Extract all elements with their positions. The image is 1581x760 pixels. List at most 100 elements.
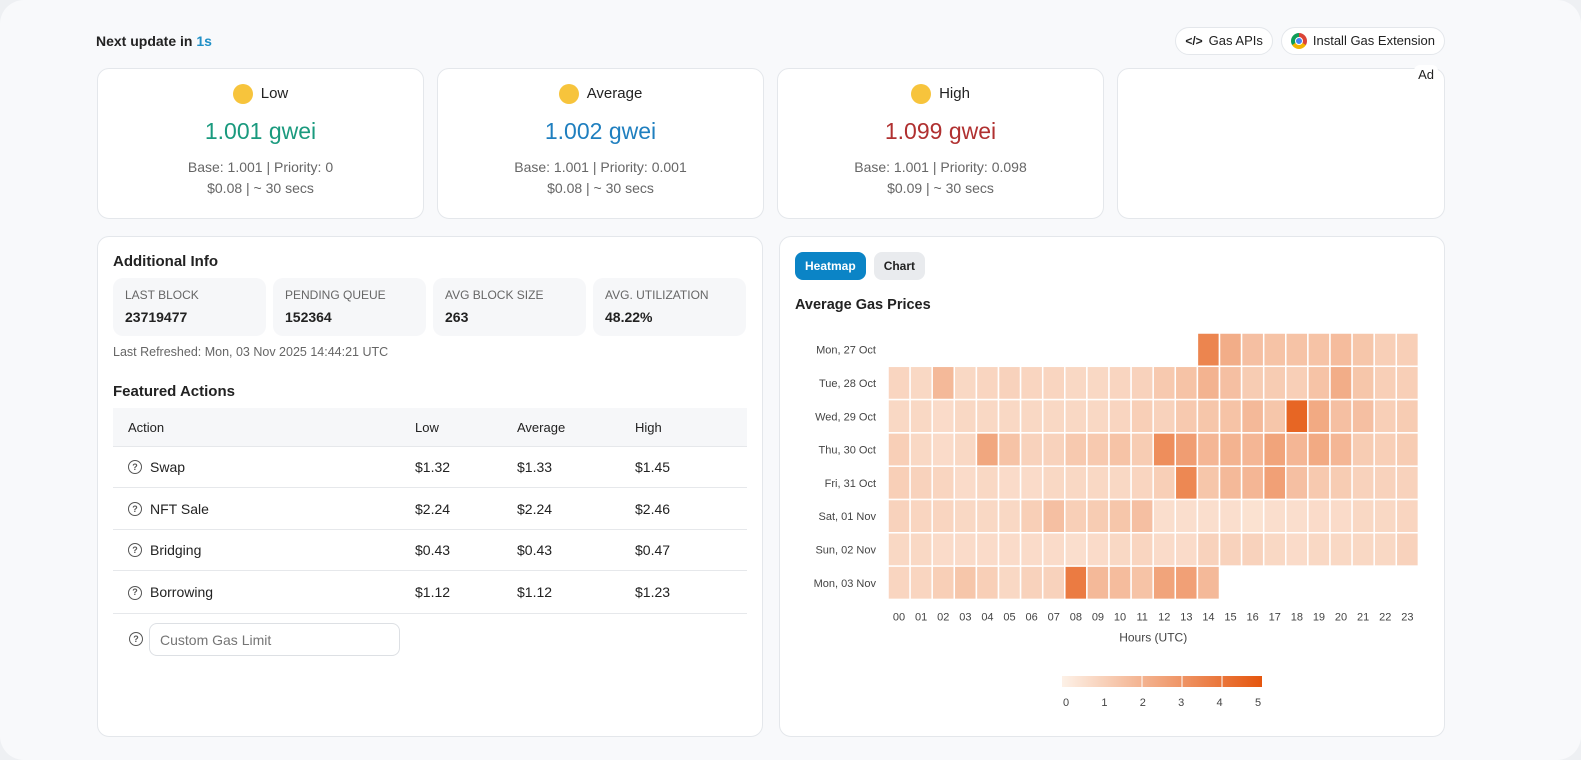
help-icon[interactable]: ? (128, 460, 142, 474)
heatmap-chart: Mon, 27 Oct Tue, 28 Oct Wed, 29 Oct Thu, 30… (814, 332, 1420, 709)
heatmap-cell (953, 465, 978, 501)
stat-label: AVG. UTILIZATION (605, 288, 709, 302)
heatmap-cell (1285, 365, 1309, 401)
chrome-icon (1290, 33, 1307, 49)
heatmap-cell (887, 365, 911, 401)
heatmap-cell (1108, 532, 1132, 567)
table-row[interactable]: ? Bridging $0.43 $0.43 $0.47 (113, 530, 747, 571)
heatmap-cell (1373, 465, 1398, 501)
heatmap-cell (997, 432, 1022, 467)
stat-card: AVG BLOCK SIZE 263 (433, 278, 586, 336)
table-row[interactable]: ? Borrowing $1.12 $1.12 $1.23 (113, 572, 747, 614)
next-update-label: Next update in (96, 33, 193, 49)
help-icon[interactable]: ? (129, 632, 143, 646)
tab-heatmap[interactable]: Heatmap (795, 252, 866, 280)
legend-color-bar (1062, 676, 1262, 687)
heatmap-cell (1240, 532, 1265, 567)
x-tick-label: 05 (1003, 611, 1015, 623)
heatmap-cell (1174, 532, 1199, 567)
heatmap-cell (1218, 432, 1243, 467)
gas-card-low: Low 1.001 gwei Base: 1.001 | Priority: 0… (97, 68, 424, 219)
x-tick-label: 17 (1269, 611, 1281, 623)
x-tick-label: 09 (1092, 611, 1104, 623)
action-name: Borrowing (150, 584, 214, 600)
heatmap-cell (1019, 532, 1044, 567)
install-extension-label: Install Gas Extension (1312, 33, 1435, 48)
x-axis-label: Hours (UTC) (1119, 630, 1187, 644)
high-cost: $2.46 (635, 500, 671, 517)
heatmap-cell (931, 532, 956, 567)
heatmap-cell (1086, 498, 1110, 534)
high-cost: $1.23 (635, 584, 671, 600)
heatmap-cell (887, 465, 911, 501)
heatmap-cell (909, 565, 933, 601)
gas-card-title: Average (586, 85, 643, 102)
legend-tick-label: 3 (1178, 697, 1184, 709)
heatmap-cell (1240, 398, 1265, 434)
heatmap-cell (1108, 498, 1132, 534)
y-tick-label: Sat, 01 Nov (819, 511, 877, 523)
y-tick-label: Fri, 31 Oct (825, 478, 876, 490)
slightly-smiling-face-icon (911, 84, 932, 104)
table-header: Action Low Average High (113, 408, 747, 447)
average-cost: $0.43 (517, 541, 553, 558)
heatmap-cell (1307, 398, 1331, 434)
heatmap-cell (1373, 398, 1398, 434)
help-icon[interactable]: ? (128, 543, 142, 557)
heatmap-cell (1307, 432, 1331, 467)
action-name: Bridging (150, 541, 202, 558)
table-row[interactable]: ? NFT Sale $2.24 $2.24 $2.46 (113, 489, 747, 530)
gas-price: 1.002 gwei (544, 118, 657, 144)
heatmap-cell (953, 565, 978, 601)
heatmap-cell (931, 465, 956, 501)
heatmap-cell (997, 565, 1022, 601)
stat-label: PENDING QUEUE (285, 288, 386, 302)
col-action: Action (128, 419, 165, 435)
heatmap-cell (1329, 398, 1353, 434)
col-low: Low (415, 419, 439, 435)
heatmap-cell (1019, 432, 1044, 467)
heatmap-cell (953, 398, 978, 434)
gas-cost: $0.09 | ~ 30 secs (887, 180, 994, 196)
heatmap-cell (1152, 365, 1177, 401)
install-extension-button[interactable]: Install Gas Extension (1280, 27, 1445, 55)
col-high: High (635, 419, 662, 435)
heatmap-cell (1373, 432, 1398, 467)
legend-tick-label: 1 (1101, 697, 1107, 709)
heatmap-cell (1262, 498, 1287, 534)
custom-gas-limit-input[interactable] (149, 623, 400, 656)
stat-card: PENDING QUEUE 152364 (273, 278, 426, 336)
heatmap-cell (1395, 498, 1420, 534)
heatmap-cell (1240, 332, 1265, 368)
gas-apis-button[interactable]: </> Gas APIs (1175, 27, 1273, 55)
heatmap-cell (1152, 532, 1177, 567)
x-tick-label: 22 (1379, 611, 1391, 623)
help-icon[interactable]: ? (128, 502, 142, 516)
tab-chart[interactable]: Chart (873, 252, 926, 280)
high-cost: $1.45 (635, 458, 671, 475)
heatmap-cell (1285, 498, 1309, 534)
ad-card[interactable]: Ad (1117, 65, 1445, 219)
x-tick-label: 19 (1313, 611, 1325, 623)
heatmap-cell (909, 365, 933, 401)
additional-info-title: Additional Info (113, 253, 218, 270)
heatmap-cell (1196, 498, 1221, 534)
x-tick-label: 02 (937, 611, 949, 623)
stat-label: AVG BLOCK SIZE (445, 288, 544, 302)
help-icon[interactable]: ? (128, 585, 142, 600)
next-update-value: 1s (196, 33, 212, 49)
heatmap-cell (1019, 398, 1044, 434)
stat-value: 152364 (285, 309, 332, 325)
heatmap-cell (1262, 432, 1287, 467)
heatmap-cell (887, 398, 911, 434)
x-tick-label: 04 (981, 611, 993, 623)
average-cost: $2.24 (517, 500, 553, 517)
gas-detail: Base: 1.001 | Priority: 0 (187, 159, 334, 175)
table-row[interactable]: ? Swap $1.32 $1.33 $1.45 (113, 447, 747, 488)
average-cost: $1.33 (517, 458, 553, 475)
heatmap-cell (1108, 365, 1132, 401)
gas-price: 1.001 gwei (204, 118, 317, 144)
heatmap-cell (1329, 365, 1353, 401)
heatmap-cell (1329, 532, 1353, 567)
heatmap-cell (1130, 432, 1154, 467)
